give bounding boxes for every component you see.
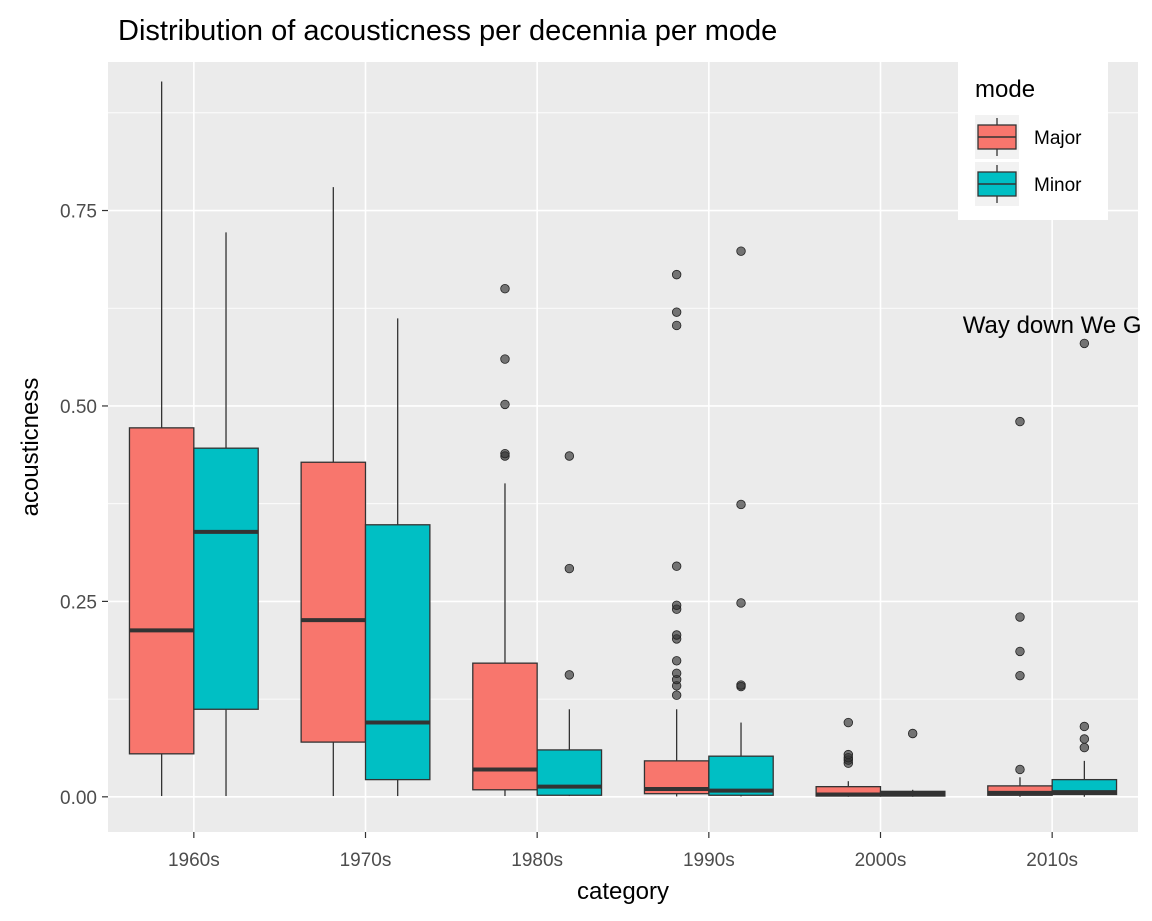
outlier-point (907, 728, 918, 739)
legend: mode Major Minor (958, 62, 1108, 220)
outlier-point (671, 630, 682, 640)
x-tick-label: 1960s (168, 850, 220, 871)
outlier-point (671, 656, 682, 666)
outlier-point (843, 749, 854, 760)
box-minor (193, 232, 259, 797)
annotation-label: Way down We G (963, 312, 1142, 339)
outlier-point (500, 448, 510, 459)
legend-label-major: Major (1034, 128, 1082, 149)
y-tick-label: 0.00 (60, 788, 97, 809)
outlier-point (736, 499, 746, 510)
outlier-point (564, 451, 575, 461)
x-tick-label: 1970s (340, 850, 392, 871)
box-minor (1051, 338, 1118, 797)
outlier-point (736, 246, 746, 256)
outlier-point (1079, 734, 1090, 744)
outlier-point (1015, 646, 1025, 657)
outlier-point (843, 717, 854, 728)
box-layer (128, 81, 1118, 797)
legend-title: mode (975, 76, 1035, 103)
x-tick-label: 2010s (1026, 850, 1078, 871)
outlier-point (564, 563, 575, 574)
x-axis-title: category (577, 878, 669, 905)
box-body (300, 461, 367, 743)
y-tick-label: 0.75 (60, 202, 97, 223)
outlier-point (671, 307, 682, 317)
outlier-point (671, 269, 682, 280)
box-body (128, 427, 195, 755)
box-minor (364, 318, 431, 797)
outlier-point (671, 690, 682, 700)
box-body (364, 524, 431, 781)
box-major (815, 717, 882, 797)
outlier-point (1079, 742, 1090, 753)
outlier-point (500, 284, 510, 294)
x-tick-label: 2000s (855, 850, 907, 871)
annotation-layer: Way down We G (963, 312, 1142, 339)
outlier-point (736, 680, 746, 690)
x-tick-label: 1990s (683, 850, 735, 871)
y-tick-label: 0.50 (60, 397, 97, 418)
box-major (128, 81, 195, 797)
box-minor (708, 246, 774, 797)
outlier-point (564, 670, 575, 680)
outlier-point (1079, 338, 1090, 349)
legend-label-minor: Minor (1034, 175, 1082, 196)
y-axis-title: acousticness (17, 378, 44, 517)
outlier-point (671, 668, 682, 679)
box-minor (879, 728, 946, 797)
outlier-point (1015, 764, 1025, 775)
outlier-point (736, 598, 746, 608)
outlier-point (1079, 721, 1090, 732)
box-body (193, 447, 259, 710)
outlier-point (500, 399, 510, 410)
outlier-point (671, 600, 682, 610)
box-major (472, 284, 538, 797)
chart-title: Distribution of acousticness per decenni… (118, 15, 777, 47)
outlier-point (1015, 670, 1025, 681)
outlier-point (671, 320, 682, 331)
outlier-point (1015, 416, 1025, 427)
outlier-point (671, 561, 682, 571)
x-tick-label: 1980s (511, 850, 563, 871)
axis-layer: 0.00 0.25 0.50 0.75 1960s 1970s 1980s 1990s 2000… (60, 202, 1078, 871)
box-minor (536, 451, 603, 797)
outlier-point (500, 354, 510, 364)
outlier-point (1015, 612, 1025, 622)
box-major (987, 416, 1053, 797)
box-major (643, 269, 710, 797)
y-tick-label: 0.25 (60, 592, 97, 613)
box-major (300, 187, 367, 797)
